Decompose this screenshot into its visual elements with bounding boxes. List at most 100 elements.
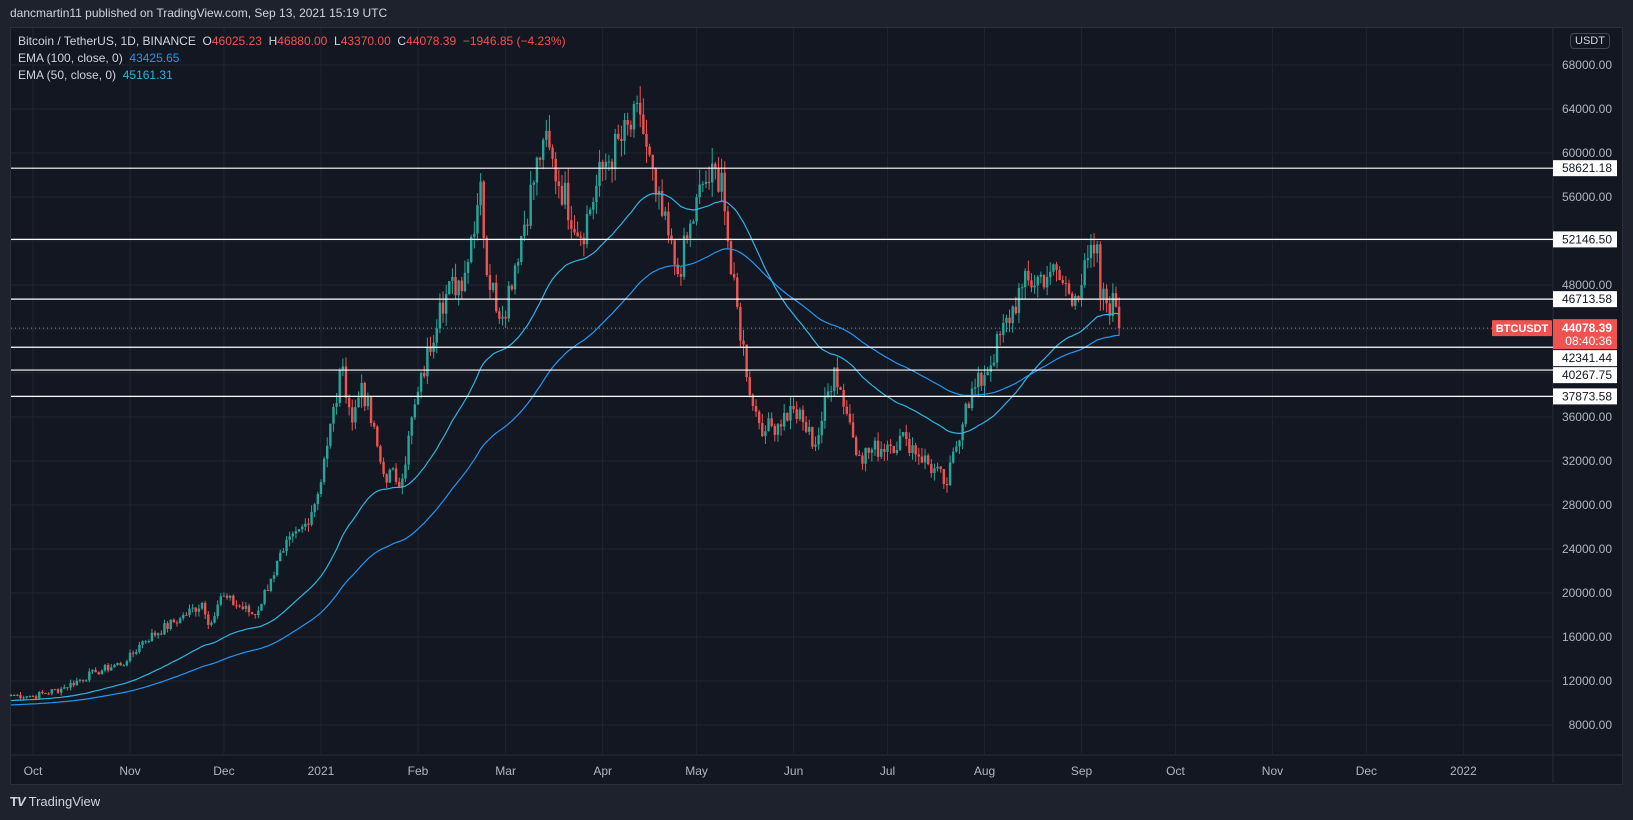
candle-down xyxy=(654,167,658,195)
x-tick-label: 2022 xyxy=(1450,764,1477,778)
candle-up xyxy=(1089,244,1093,259)
candle-up xyxy=(1052,264,1055,272)
candle-down xyxy=(1108,303,1111,316)
high-value: 46880.00 xyxy=(277,34,328,48)
close-value: 44078.39 xyxy=(406,34,457,48)
candle-up xyxy=(870,449,874,453)
candle-down xyxy=(19,694,22,699)
candle-up xyxy=(911,445,914,454)
candle-up xyxy=(282,551,285,553)
candle-up xyxy=(288,536,291,540)
symbol-legend[interactable]: Bitcoin / TetherUS, 1D, BINANCE O46025.2… xyxy=(18,33,566,50)
candle-down xyxy=(645,134,648,147)
candle-up xyxy=(704,181,708,184)
candle-up xyxy=(823,396,827,421)
candle-up xyxy=(1102,288,1105,299)
candle-up xyxy=(936,466,939,469)
level-price-label: 52146.50 xyxy=(1562,232,1612,246)
level-price-label: 42341.44 xyxy=(1562,351,1612,365)
ema100-legend[interactable]: EMA (100, close, 0) 43425.65 xyxy=(18,50,566,67)
candle-up xyxy=(69,682,72,688)
candle-up xyxy=(970,388,974,409)
level-price-tag xyxy=(1553,291,1617,308)
candle-up xyxy=(541,139,545,160)
candle-down xyxy=(998,334,1002,336)
candle-up xyxy=(329,423,332,446)
candle-up xyxy=(78,679,82,681)
candle-up xyxy=(269,578,273,591)
candle-down xyxy=(858,454,861,456)
candle-up xyxy=(992,362,996,366)
y-tick-label: 68000.00 xyxy=(1562,58,1612,72)
candle-up xyxy=(122,665,125,667)
low-label: L xyxy=(334,34,341,48)
candle-up xyxy=(632,103,636,130)
candle-up xyxy=(128,652,132,662)
candle-down xyxy=(1030,280,1033,288)
x-tick-label: Aug xyxy=(974,764,995,778)
candle-up xyxy=(316,494,320,505)
currency-button[interactable]: USDT xyxy=(1570,33,1610,49)
candle-up xyxy=(1039,274,1043,277)
candle-up xyxy=(188,608,191,616)
candle-down xyxy=(1067,283,1071,294)
candle-down xyxy=(495,282,498,312)
candle-down xyxy=(761,423,764,437)
candle-up xyxy=(523,224,526,236)
candle-up xyxy=(1096,244,1099,254)
candle-down xyxy=(848,413,852,423)
ema50-line xyxy=(11,192,1120,702)
price-chart[interactable]: 68000.00 64000.00 60000.00 56000.00 48000.00… xyxy=(0,0,1633,790)
candle-down xyxy=(573,228,576,233)
ema50-value: 45161.31 xyxy=(122,68,173,82)
candle-down xyxy=(570,220,573,229)
candle-up xyxy=(1020,287,1024,289)
high-label: H xyxy=(268,34,278,48)
candle-down xyxy=(745,344,748,378)
candle-up xyxy=(798,409,802,419)
candle-down xyxy=(429,346,432,352)
candle-up xyxy=(401,478,404,488)
candle-down xyxy=(376,426,379,447)
candle-down xyxy=(97,672,100,675)
candle-down xyxy=(250,612,254,615)
candle-down xyxy=(72,682,75,686)
candle-up xyxy=(720,172,723,192)
candle-down xyxy=(917,454,920,457)
candle-down xyxy=(398,481,401,488)
candle-down xyxy=(160,633,163,635)
candle-up xyxy=(50,689,53,694)
candle-up xyxy=(404,464,407,479)
candle-down xyxy=(1114,293,1118,307)
candle-up xyxy=(563,182,567,205)
candle-up xyxy=(783,412,786,427)
candle-up xyxy=(125,661,129,666)
candle-up xyxy=(588,209,592,214)
candle-down xyxy=(106,664,110,671)
candle-up xyxy=(163,623,166,635)
candle-down xyxy=(347,397,351,408)
candle-up xyxy=(820,420,823,436)
ema50-legend[interactable]: EMA (50, close, 0) 45161.31 xyxy=(18,67,566,84)
candle-down xyxy=(241,606,244,609)
candle-down xyxy=(266,590,269,592)
candle-down xyxy=(980,372,983,386)
candle-up xyxy=(275,560,279,576)
candle-down xyxy=(685,235,689,239)
candle-down xyxy=(854,437,858,455)
ema100-label: EMA (100, close, 0) xyxy=(18,51,123,65)
candle-up xyxy=(764,431,767,437)
candle-up xyxy=(1033,285,1036,288)
candle-up xyxy=(664,211,667,216)
symbol-tag-label: BTCUSDT xyxy=(1496,323,1549,335)
candle-up xyxy=(585,213,589,245)
candle-up xyxy=(977,372,980,388)
footer-brand[interactable]: TV TradingView xyxy=(10,794,100,809)
candle-up xyxy=(391,468,395,470)
candle-up xyxy=(1111,293,1115,316)
candle-down xyxy=(601,161,604,168)
candle-up xyxy=(923,455,927,463)
x-tick-label: Oct xyxy=(24,764,43,778)
candle-up xyxy=(767,418,770,432)
candle-up xyxy=(244,605,248,609)
